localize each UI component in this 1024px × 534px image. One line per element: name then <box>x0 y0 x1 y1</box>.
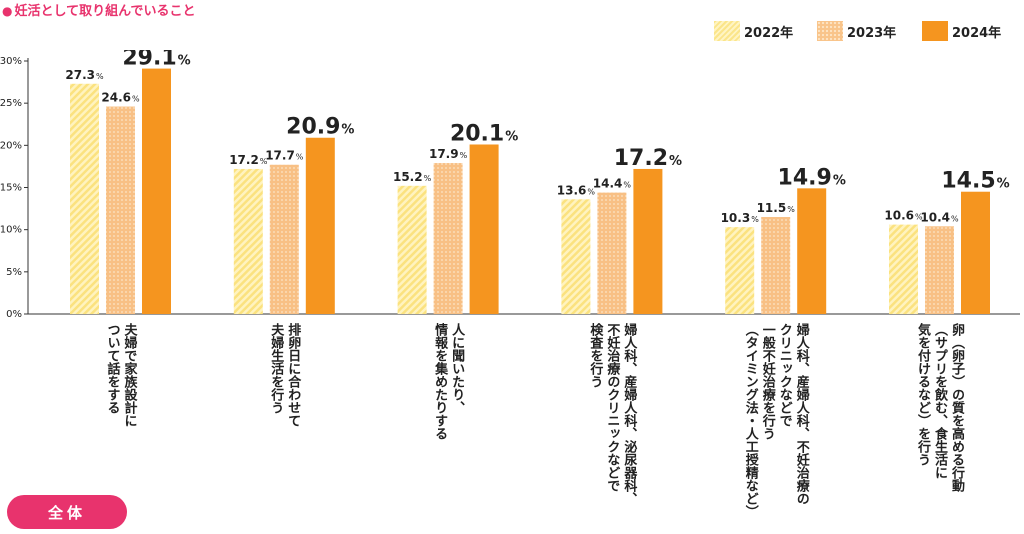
category-label-line: 情報を集めたりする <box>432 323 448 440</box>
category-label-line: 気を付けるなど）を行う <box>915 323 930 466</box>
data-label: 10.6% <box>884 209 923 223</box>
y-tick-label: 0% <box>6 309 22 320</box>
bar-2024 <box>305 137 335 314</box>
category-label: 婦人科、産婦人科、不妊治療の クリニックなどで 一般不妊治療を行う （タイミング法・人… <box>742 323 810 518</box>
data-label: 14.9% <box>778 165 846 190</box>
category-label-line: 夫婦で家族設計に <box>121 323 137 427</box>
legend-item-2023: 2023年 <box>817 20 896 42</box>
title-bullet-icon: ● <box>2 4 13 18</box>
data-label: 20.1% <box>450 121 518 146</box>
category-label: 夫婦で家族設計に ついて話をする <box>104 323 138 427</box>
data-label: 14.5% <box>941 169 1009 194</box>
bar-chart: 0% 5% 10% 15% 20% 25% 30% 27.3% 24.6% 29.1% 17.2%… <box>0 50 1020 320</box>
category-label-line: ついて話をする <box>104 323 120 414</box>
data-label: 17.9% <box>429 147 468 161</box>
y-tick-label: 5% <box>6 267 22 278</box>
category-label-line: 検査を行う <box>587 323 603 388</box>
data-label: 15.2% <box>393 170 432 184</box>
legend-swatch-2023 <box>817 21 843 41</box>
legend-label-2023: 2023年 <box>847 25 897 41</box>
y-tick-label: 10% <box>0 225 22 236</box>
data-label: 27.3% <box>65 68 104 82</box>
bar-2024 <box>469 144 499 314</box>
category-label-line: 人に聞いたり、 <box>449 323 465 414</box>
bar-2022 <box>889 224 918 314</box>
bar-2024 <box>797 188 827 314</box>
data-label: 20.9% <box>286 115 354 140</box>
data-label: 24.6% <box>101 91 140 105</box>
bar-2024 <box>633 168 663 314</box>
category-label: 卵（卵子）の質を高める行動 （サプリを飲む、食生活に 気を付けるなど）を行う <box>914 323 965 492</box>
category-label-line: 夫婦生活を行う <box>268 323 284 414</box>
bar-2024 <box>961 191 990 314</box>
data-label: 10.4% <box>920 210 959 224</box>
category-label-line: （サプリを飲む、食生活に <box>932 323 947 479</box>
data-label: 29.1% <box>122 50 190 71</box>
legend-item-2022: 2022年 <box>714 20 793 42</box>
bar-2022 <box>70 83 99 314</box>
data-label: 17.2% <box>614 146 682 171</box>
y-tick-label: 15% <box>0 183 22 194</box>
category-label-line: 不妊治療のクリニックなどで <box>604 323 620 492</box>
category-label-line: 卵（卵子）の質を高める行動 <box>949 323 964 492</box>
category-label-line: 排卵日に合わせて <box>285 323 301 427</box>
data-label: 14.4% <box>593 177 632 191</box>
bar-2022 <box>233 168 263 314</box>
legend-swatch-2022 <box>714 21 740 41</box>
category-label: 婦人科、産婦人科、泌尿器科、 不妊治療のクリニックなどで 検査を行う <box>586 323 637 505</box>
data-label: 17.7% <box>265 149 304 163</box>
y-tick-label: 20% <box>0 140 22 151</box>
category-label-line: 婦人科、産婦人科、泌尿器科、 <box>621 323 637 505</box>
category-label: 人に聞いたり、 情報を集めたりする <box>431 323 465 440</box>
legend-swatch-2024 <box>922 21 948 41</box>
data-label: 17.2% <box>229 153 268 167</box>
data-label: 10.3% <box>721 211 760 225</box>
y-tick-label: 25% <box>0 98 22 109</box>
bar-2023 <box>925 226 954 314</box>
bar-2023 <box>269 164 299 314</box>
bar-2022 <box>725 227 755 314</box>
bar-2023 <box>433 163 463 314</box>
legend-label-2022: 2022年 <box>744 25 794 41</box>
category-label-line: クリニックなどで <box>776 323 792 427</box>
category-label-line: 一般不妊治療を行う <box>759 323 775 440</box>
y-tick-label: 30% <box>0 56 22 67</box>
chart-title: ● 妊活として取り組んでいること <box>2 0 195 19</box>
category-label: 排卵日に合わせて 夫婦生活を行う <box>267 323 301 427</box>
legend-item-2024: 2024年 <box>922 20 1001 42</box>
bar-2023 <box>597 192 627 314</box>
bar-2023 <box>106 106 135 314</box>
tab-overall[interactable]: 全体 <box>7 495 127 529</box>
chart-title-text: 妊活として取り組んでいること <box>14 4 196 19</box>
category-label-line: （タイミング法・人工授精など） <box>742 323 758 518</box>
data-label: 13.6% <box>557 183 596 197</box>
bar-2022 <box>561 199 591 314</box>
bar-2022 <box>397 185 427 314</box>
data-label: 11.5% <box>757 201 796 215</box>
bar-2024 <box>142 68 171 314</box>
category-label-line: 婦人科、産婦人科、不妊治療の <box>793 323 809 505</box>
legend-label-2024: 2024年 <box>952 25 1002 41</box>
bar-2023 <box>761 217 791 314</box>
